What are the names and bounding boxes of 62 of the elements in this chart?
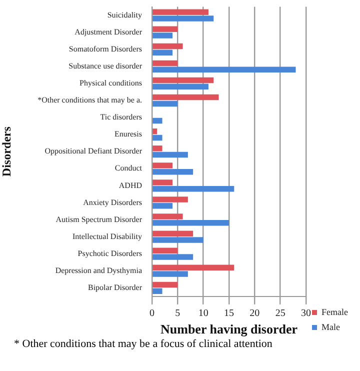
bar <box>152 66 296 72</box>
bar <box>152 237 204 243</box>
bar <box>152 264 234 271</box>
y-tick-label: Suicidality <box>107 10 142 20</box>
bar <box>152 100 178 107</box>
bar <box>152 168 194 175</box>
bar <box>152 230 194 236</box>
x-tick-label: 10 <box>198 308 208 320</box>
y-tick-label: Anxiety Disorders <box>83 198 142 207</box>
x-tick-label: 0 <box>150 308 154 320</box>
x-tick-label: 25 <box>275 308 286 320</box>
x-tick-label: 5 <box>175 308 180 320</box>
y-tick-label: Conduct <box>114 164 143 173</box>
legend-label: Male <box>322 322 340 332</box>
bar <box>152 43 183 50</box>
bar <box>152 271 188 277</box>
bar <box>152 118 162 124</box>
bar <box>152 203 173 209</box>
text: * Other conditions that may be a focus of clinical attention <box>13 338 274 350</box>
x-axis-title: Number having disorder <box>160 322 298 337</box>
x-tick-label: 20 <box>250 308 260 320</box>
bar <box>152 60 178 66</box>
y-tick-label: Intellectual Disability <box>72 232 142 241</box>
y-tick-label: Substance use disorder <box>68 62 142 71</box>
legend-label: Female <box>322 306 348 317</box>
bar <box>152 288 162 294</box>
y-tick-label: Bipolar Disorder <box>88 282 142 292</box>
bar <box>152 9 208 15</box>
bar <box>152 26 178 32</box>
x-tick-label: 15 <box>224 308 234 320</box>
bar <box>152 16 214 22</box>
bar <box>152 50 173 56</box>
bar <box>152 146 162 152</box>
bar <box>152 214 183 220</box>
bar <box>152 220 230 226</box>
bar <box>152 196 188 202</box>
bar <box>152 282 178 288</box>
bar <box>152 134 162 141</box>
bar <box>152 152 188 158</box>
bar <box>152 186 234 192</box>
y-tick-label: *Other conditions that may be a. <box>38 96 142 105</box>
y-tick-label: Autism Spectrum Disorder <box>56 214 142 224</box>
bar <box>152 162 173 168</box>
y-tick-label: Oppositional Defiant Disorder <box>44 146 142 156</box>
y-tick-label: Adjustment Disorder <box>74 27 142 36</box>
bar <box>152 32 173 38</box>
bar <box>152 180 173 186</box>
y-tick-label: Depression and Dysthymia <box>55 266 142 275</box>
bar <box>152 254 194 260</box>
y-tick-label: Psychotic Disorders <box>78 248 142 258</box>
y-tick-label: Enuresis <box>114 130 142 139</box>
y-axis-title: Disorders <box>0 126 14 177</box>
y-tick-label: Somatoform Disorders <box>68 44 142 54</box>
x-tick-label: 30 <box>301 308 312 320</box>
bar <box>152 77 214 84</box>
bar <box>152 128 158 134</box>
bar <box>152 94 219 100</box>
bar <box>152 248 178 254</box>
y-tick-label: Tic disorders <box>100 112 142 122</box>
y-tick-label: Physical conditions <box>80 78 142 88</box>
bar <box>152 84 208 90</box>
y-tick-label: ADHD <box>118 180 142 190</box>
